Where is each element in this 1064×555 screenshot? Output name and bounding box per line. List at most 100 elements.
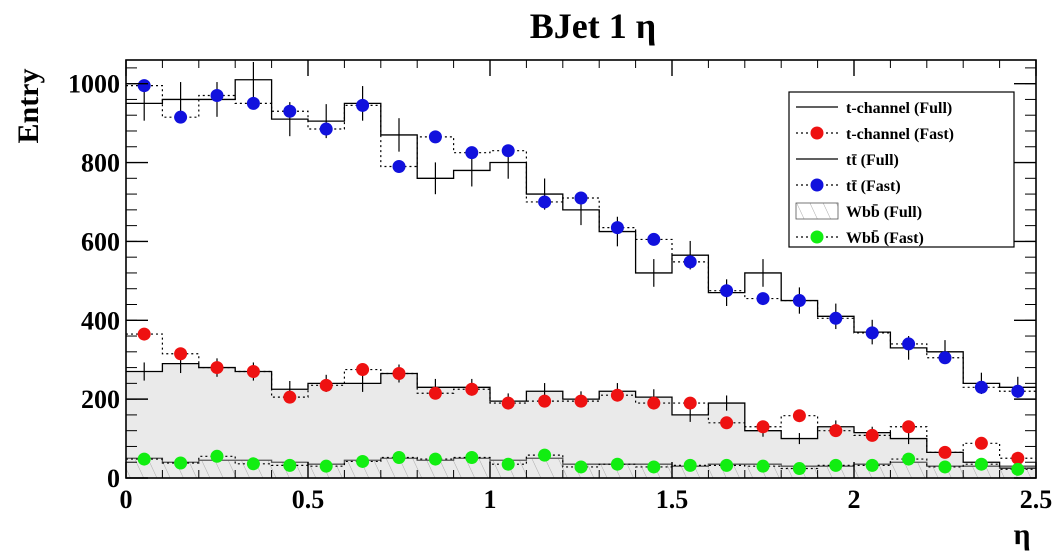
wbb-fast-point xyxy=(938,460,952,474)
wbb-fast-point xyxy=(610,457,624,471)
t-channel-fast-point xyxy=(137,327,151,341)
wbb-fast-point xyxy=(283,458,297,472)
legend-label: Wbb̄ (Fast) xyxy=(846,228,924,247)
tt-fast-point xyxy=(465,146,479,160)
t-channel-fast-point xyxy=(574,394,588,408)
legend-swatch-marker xyxy=(810,126,824,140)
x-tick-label: 1 xyxy=(484,485,497,514)
wbb-fast-point xyxy=(428,452,442,466)
wbb-fast-point xyxy=(392,450,406,464)
wbb-fast-point xyxy=(756,459,770,473)
tt-fast-point xyxy=(174,110,188,124)
y-tick-label: 800 xyxy=(81,149,120,178)
t-channel-full-fill xyxy=(126,363,1036,478)
chart-title: BJet 1 η xyxy=(530,6,656,46)
legend-label: tt̄ (Fast) xyxy=(846,178,901,195)
plot-frame xyxy=(125,59,1037,479)
tt-fast-point xyxy=(865,326,879,340)
tt-fast-point xyxy=(938,351,952,365)
tt-fast-dotted-line xyxy=(126,85,1036,392)
wbb-fast-point xyxy=(538,448,552,462)
x-tick-label: 2.5 xyxy=(1020,485,1053,514)
tt-fast-point xyxy=(356,98,370,112)
tt-fast-point xyxy=(683,255,697,269)
tt-fast-point xyxy=(610,221,624,235)
x-tick-label: 2 xyxy=(848,485,861,514)
wbb-fast-point xyxy=(902,452,916,466)
legend: t-channel (Full) t-channel (Fast) tt̄ (Ful… xyxy=(788,91,1015,248)
wbb-fast-point xyxy=(683,458,697,472)
tt-fast-point xyxy=(210,88,224,102)
t-channel-fast-point xyxy=(246,365,260,379)
wbb-fast-point xyxy=(319,459,333,473)
legend-swatch-hatch xyxy=(795,202,839,220)
t-channel-fast-point xyxy=(683,396,697,410)
wbb-fast-point xyxy=(720,458,734,472)
t-channel-fast-point xyxy=(1011,451,1025,465)
tt-fast-point xyxy=(137,79,151,93)
tt-fast-point xyxy=(829,311,843,325)
tt-fast-point xyxy=(756,292,770,306)
tt-fast-point xyxy=(428,130,442,144)
tt-fast-point xyxy=(647,232,661,246)
tt-fast-point xyxy=(538,195,552,209)
y-axis-title: Entry xyxy=(12,69,45,144)
t-channel-fast-point xyxy=(792,409,806,423)
legend-frame xyxy=(788,91,1015,248)
t-channel-fast-point xyxy=(865,428,879,442)
x-tick-label: 0.5 xyxy=(292,485,325,514)
wbb-fast-point xyxy=(647,460,661,474)
tt-fast-point xyxy=(501,144,515,158)
tt-fast-point xyxy=(246,96,260,110)
t-channel-fast-point xyxy=(465,382,479,396)
t-channel-fast-point xyxy=(283,390,297,404)
t-channel-fast-point xyxy=(610,388,624,402)
t-channel-full-line xyxy=(126,362,1036,469)
legend-swatch-marker xyxy=(810,230,824,244)
x-tick-label: 1.5 xyxy=(656,485,689,514)
t-channel-fast-point xyxy=(974,436,988,450)
wbb-fast-point xyxy=(974,457,988,471)
legend-label: t-channel (Fast) xyxy=(846,126,954,143)
wbb-fast-point xyxy=(829,458,843,472)
t-channel-fast-point xyxy=(720,416,734,430)
t-channel-fast-point xyxy=(428,386,442,400)
tt-fast-point xyxy=(974,380,988,394)
t-channel-fast-point xyxy=(829,424,843,438)
tt-fast-point xyxy=(574,191,588,205)
wbb-fast-point xyxy=(865,458,879,472)
tt-fast-point xyxy=(902,337,916,351)
t-channel-fast-point xyxy=(902,420,916,434)
y-tick-label: 200 xyxy=(81,385,120,414)
tt-fast-point xyxy=(1011,384,1025,398)
tt-fast-point xyxy=(319,122,333,136)
wbb-fast-point xyxy=(210,449,224,463)
legend-label: t-channel (Full) xyxy=(846,100,952,117)
y-tick-label: 400 xyxy=(81,306,120,335)
t-channel-fast-point xyxy=(538,394,552,408)
wbb-fast-point xyxy=(574,460,588,474)
y-tick-label: 600 xyxy=(81,227,120,256)
t-channel-fast-point xyxy=(210,361,224,375)
wbb-fast-point xyxy=(174,456,188,470)
t-channel-fast-point xyxy=(756,420,770,434)
wbb-fast-point xyxy=(246,457,260,471)
t-channel-fast-point xyxy=(392,367,406,380)
y-tick-label: 1000 xyxy=(68,70,120,99)
t-channel-fast-point xyxy=(319,378,333,392)
t-channel-fast-point xyxy=(356,363,370,377)
wbb-fast-point xyxy=(792,462,806,476)
wbb-fast-point xyxy=(356,454,370,468)
t-channel-fast-point xyxy=(647,396,661,410)
wbb-fast-dotted-line xyxy=(126,454,1036,470)
t-channel-fast-point xyxy=(501,396,515,410)
t-channel-fast-point xyxy=(174,347,188,361)
wbb-fast-point xyxy=(137,452,151,466)
wbb-fast-point xyxy=(465,450,479,464)
tt-fast-point xyxy=(720,284,734,298)
x-axis-title: η xyxy=(1013,518,1030,551)
legend-label: tt̄ (Full) xyxy=(846,152,899,169)
wbb-fast-point xyxy=(501,457,515,471)
tt-full-line xyxy=(126,79,1036,388)
